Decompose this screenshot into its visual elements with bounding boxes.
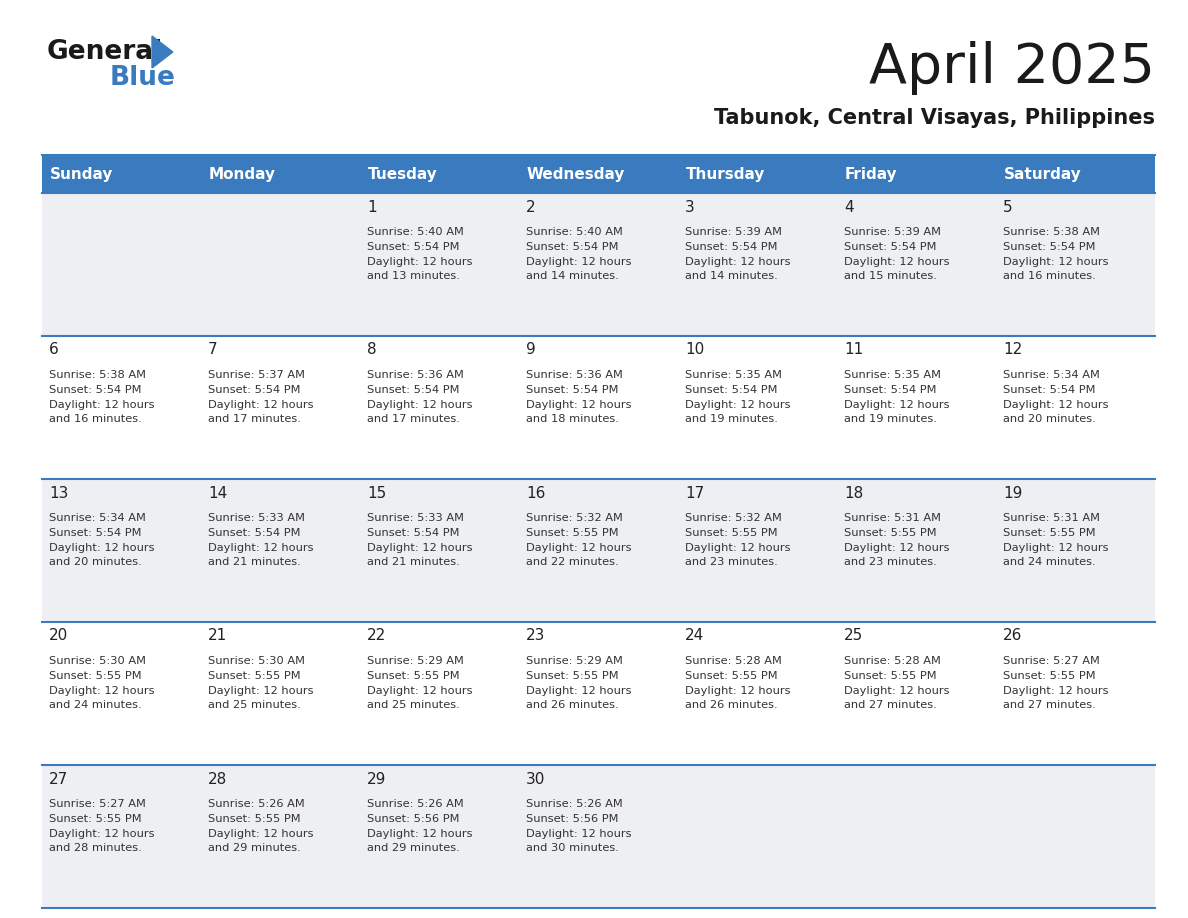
Text: Sunrise: 5:35 AM
Sunset: 5:54 PM
Daylight: 12 hours
and 19 minutes.: Sunrise: 5:35 AM Sunset: 5:54 PM Dayligh… [843,370,949,424]
Text: Sunrise: 5:40 AM
Sunset: 5:54 PM
Daylight: 12 hours
and 14 minutes.: Sunrise: 5:40 AM Sunset: 5:54 PM Dayligh… [526,227,632,282]
Text: 6: 6 [49,342,58,357]
Text: Blue: Blue [110,65,176,91]
Text: 12: 12 [1003,342,1022,357]
Text: 30: 30 [526,771,545,787]
Text: Sunrise: 5:31 AM
Sunset: 5:55 PM
Daylight: 12 hours
and 23 minutes.: Sunrise: 5:31 AM Sunset: 5:55 PM Dayligh… [843,513,949,567]
Bar [42,193,1155,336]
Text: 5: 5 [1003,199,1012,215]
Text: 25: 25 [843,629,864,644]
Text: Sunrise: 5:34 AM
Sunset: 5:54 PM
Daylight: 12 hours
and 20 minutes.: Sunrise: 5:34 AM Sunset: 5:54 PM Dayligh… [1003,370,1108,424]
Text: 26: 26 [1003,629,1023,644]
Text: April 2025: April 2025 [868,41,1155,95]
Text: 22: 22 [367,629,386,644]
Text: Monday: Monday [209,166,276,182]
Text: 8: 8 [367,342,377,357]
Text: Friday: Friday [845,166,898,182]
Text: Sunrise: 5:38 AM
Sunset: 5:54 PM
Daylight: 12 hours
and 16 minutes.: Sunrise: 5:38 AM Sunset: 5:54 PM Dayligh… [1003,227,1108,282]
Text: Sunrise: 5:36 AM
Sunset: 5:54 PM
Daylight: 12 hours
and 18 minutes.: Sunrise: 5:36 AM Sunset: 5:54 PM Dayligh… [526,370,632,424]
Text: Sunrise: 5:37 AM
Sunset: 5:54 PM
Daylight: 12 hours
and 17 minutes.: Sunrise: 5:37 AM Sunset: 5:54 PM Dayligh… [208,370,314,424]
Text: Sunrise: 5:33 AM
Sunset: 5:54 PM
Daylight: 12 hours
and 21 minutes.: Sunrise: 5:33 AM Sunset: 5:54 PM Dayligh… [367,513,473,567]
Text: Tabunok, Central Visayas, Philippines: Tabunok, Central Visayas, Philippines [714,108,1155,128]
Text: 10: 10 [685,342,704,357]
Text: 28: 28 [208,771,227,787]
Text: 20: 20 [49,629,68,644]
Text: Sunrise: 5:29 AM
Sunset: 5:55 PM
Daylight: 12 hours
and 26 minutes.: Sunrise: 5:29 AM Sunset: 5:55 PM Dayligh… [526,656,632,711]
Text: Sunrise: 5:36 AM
Sunset: 5:54 PM
Daylight: 12 hours
and 17 minutes.: Sunrise: 5:36 AM Sunset: 5:54 PM Dayligh… [367,370,473,424]
Text: 21: 21 [208,629,227,644]
Text: 7: 7 [208,342,217,357]
Text: Sunrise: 5:26 AM
Sunset: 5:56 PM
Daylight: 12 hours
and 29 minutes.: Sunrise: 5:26 AM Sunset: 5:56 PM Dayligh… [367,799,473,854]
Text: 11: 11 [843,342,864,357]
Text: 27: 27 [49,771,68,787]
Text: 4: 4 [843,199,854,215]
Bar [42,622,1155,765]
Text: Sunrise: 5:39 AM
Sunset: 5:54 PM
Daylight: 12 hours
and 15 minutes.: Sunrise: 5:39 AM Sunset: 5:54 PM Dayligh… [843,227,949,282]
Text: Sunrise: 5:28 AM
Sunset: 5:55 PM
Daylight: 12 hours
and 26 minutes.: Sunrise: 5:28 AM Sunset: 5:55 PM Dayligh… [685,656,790,711]
Text: Sunday: Sunday [50,166,113,182]
Text: Sunrise: 5:28 AM
Sunset: 5:55 PM
Daylight: 12 hours
and 27 minutes.: Sunrise: 5:28 AM Sunset: 5:55 PM Dayligh… [843,656,949,711]
Text: Sunrise: 5:39 AM
Sunset: 5:54 PM
Daylight: 12 hours
and 14 minutes.: Sunrise: 5:39 AM Sunset: 5:54 PM Dayligh… [685,227,790,282]
Text: Sunrise: 5:26 AM
Sunset: 5:55 PM
Daylight: 12 hours
and 29 minutes.: Sunrise: 5:26 AM Sunset: 5:55 PM Dayligh… [208,799,314,854]
Bar [42,479,1155,622]
Text: 3: 3 [685,199,695,215]
Text: Sunrise: 5:30 AM
Sunset: 5:55 PM
Daylight: 12 hours
and 24 minutes.: Sunrise: 5:30 AM Sunset: 5:55 PM Dayligh… [49,656,154,711]
Text: Sunrise: 5:32 AM
Sunset: 5:55 PM
Daylight: 12 hours
and 23 minutes.: Sunrise: 5:32 AM Sunset: 5:55 PM Dayligh… [685,513,790,567]
Text: 14: 14 [208,486,227,500]
Text: Wednesday: Wednesday [527,166,625,182]
Text: 29: 29 [367,771,386,787]
Text: Sunrise: 5:34 AM
Sunset: 5:54 PM
Daylight: 12 hours
and 20 minutes.: Sunrise: 5:34 AM Sunset: 5:54 PM Dayligh… [49,513,154,567]
Text: Sunrise: 5:27 AM
Sunset: 5:55 PM
Daylight: 12 hours
and 27 minutes.: Sunrise: 5:27 AM Sunset: 5:55 PM Dayligh… [1003,656,1108,711]
Text: Sunrise: 5:35 AM
Sunset: 5:54 PM
Daylight: 12 hours
and 19 minutes.: Sunrise: 5:35 AM Sunset: 5:54 PM Dayligh… [685,370,790,424]
Text: Sunrise: 5:31 AM
Sunset: 5:55 PM
Daylight: 12 hours
and 24 minutes.: Sunrise: 5:31 AM Sunset: 5:55 PM Dayligh… [1003,513,1108,567]
Text: Sunrise: 5:29 AM
Sunset: 5:55 PM
Daylight: 12 hours
and 25 minutes.: Sunrise: 5:29 AM Sunset: 5:55 PM Dayligh… [367,656,473,711]
Text: Sunrise: 5:38 AM
Sunset: 5:54 PM
Daylight: 12 hours
and 16 minutes.: Sunrise: 5:38 AM Sunset: 5:54 PM Dayligh… [49,370,154,424]
Text: 2: 2 [526,199,536,215]
Text: Sunrise: 5:40 AM
Sunset: 5:54 PM
Daylight: 12 hours
and 13 minutes.: Sunrise: 5:40 AM Sunset: 5:54 PM Dayligh… [367,227,473,282]
Text: 24: 24 [685,629,704,644]
Text: Sunrise: 5:32 AM
Sunset: 5:55 PM
Daylight: 12 hours
and 22 minutes.: Sunrise: 5:32 AM Sunset: 5:55 PM Dayligh… [526,513,632,567]
Text: Sunrise: 5:30 AM
Sunset: 5:55 PM
Daylight: 12 hours
and 25 minutes.: Sunrise: 5:30 AM Sunset: 5:55 PM Dayligh… [208,656,314,711]
Text: 13: 13 [49,486,69,500]
Polygon shape [152,36,172,68]
Text: 18: 18 [843,486,864,500]
Text: Thursday: Thursday [685,166,765,182]
Text: 17: 17 [685,486,704,500]
Text: 23: 23 [526,629,545,644]
Text: General: General [48,39,163,65]
Bar [42,155,1155,193]
Text: 19: 19 [1003,486,1023,500]
Text: Sunrise: 5:33 AM
Sunset: 5:54 PM
Daylight: 12 hours
and 21 minutes.: Sunrise: 5:33 AM Sunset: 5:54 PM Dayligh… [208,513,314,567]
Text: 1: 1 [367,199,377,215]
Bar [42,336,1155,479]
Text: 15: 15 [367,486,386,500]
Text: Sunrise: 5:26 AM
Sunset: 5:56 PM
Daylight: 12 hours
and 30 minutes.: Sunrise: 5:26 AM Sunset: 5:56 PM Dayligh… [526,799,632,854]
Text: Sunrise: 5:27 AM
Sunset: 5:55 PM
Daylight: 12 hours
and 28 minutes.: Sunrise: 5:27 AM Sunset: 5:55 PM Dayligh… [49,799,154,854]
Bar [42,765,1155,908]
Text: 16: 16 [526,486,545,500]
Text: Saturday: Saturday [1004,166,1082,182]
Text: 9: 9 [526,342,536,357]
Text: Tuesday: Tuesday [368,166,437,182]
